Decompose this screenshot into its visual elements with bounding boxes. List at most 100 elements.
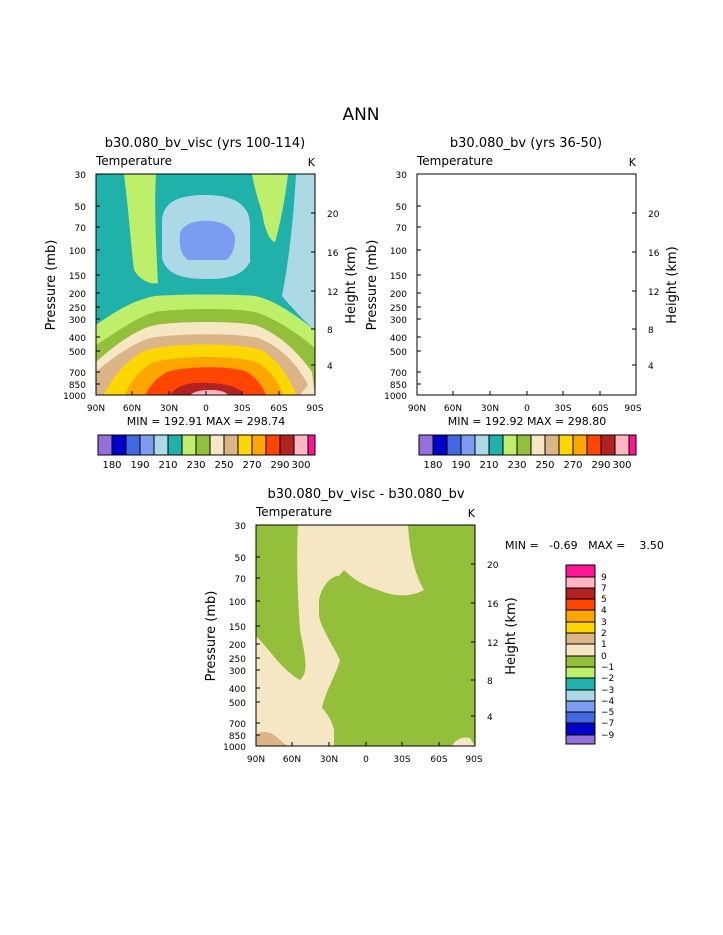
panel-a-ytick-400: 400 bbox=[69, 334, 86, 344]
panel-c-cb-label-m1: −1 bbox=[601, 663, 614, 673]
panel-c-fill-1-patch bbox=[256, 731, 288, 746]
panel-b-swatch-250 bbox=[531, 435, 545, 455]
panel-c-fill-0-top bbox=[256, 525, 424, 746]
panel-a-ytick-300: 300 bbox=[69, 316, 86, 326]
panel-a-ytick-250: 250 bbox=[69, 304, 86, 314]
panel-c-ytick-150: 150 bbox=[229, 623, 246, 633]
panel-a-swatch-290 bbox=[266, 435, 280, 455]
panel-b-fill-220 bbox=[417, 174, 636, 395]
panel-a-swatch-210 bbox=[154, 435, 168, 455]
panel-a-colorbar: 180 190 210 230 250 270 290 300 bbox=[97, 434, 316, 471]
panel-c-ytick-1000: 1000 bbox=[223, 743, 246, 753]
panel-c-cb-label-m4: −4 bbox=[601, 697, 615, 707]
panel-c-ytick-100: 100 bbox=[229, 598, 246, 608]
panel-c-swatch-m9 bbox=[566, 735, 595, 744]
panel-b-fill-250-band bbox=[417, 322, 636, 395]
panel-c-fill-minus1-patch bbox=[319, 575, 342, 633]
panel-a-cb-label-180: 180 bbox=[102, 460, 121, 471]
panel-c-cb-label-3: 3 bbox=[601, 618, 607, 628]
panel-b-ytick-500: 500 bbox=[390, 348, 407, 358]
panel-c-swatch-m1 bbox=[566, 667, 595, 678]
panel-a-swatch-180 bbox=[98, 435, 112, 455]
panel-c-title: b30.080_bv_visc - b30.080_bv bbox=[267, 487, 464, 502]
panel-b-fill-230-left bbox=[445, 174, 479, 283]
panel-b-swatch-280 bbox=[573, 435, 587, 455]
panel-c-cb-label-m2: −2 bbox=[601, 674, 614, 684]
panel-b-swatch-190 bbox=[447, 435, 461, 455]
panel-b-ytick-1000: 1000 bbox=[384, 392, 407, 402]
panel-b-ytick-250: 250 bbox=[390, 304, 407, 314]
panel-a-fill-230-right bbox=[252, 174, 288, 242]
panel-b-fill-240-band bbox=[417, 309, 636, 395]
panel-a-cb-label-190: 190 bbox=[130, 460, 149, 471]
panel-b-fill-290-band bbox=[466, 367, 587, 395]
panel-b-fill-200-center bbox=[501, 221, 556, 260]
panel-a-swatch-310 bbox=[294, 435, 308, 455]
panel-b-xtick-0: 0 bbox=[524, 404, 530, 414]
panel-a-y2tick-8: 8 bbox=[327, 326, 333, 336]
panel-b-xtick-30S: 30S bbox=[554, 404, 571, 414]
panel-a-cb-label-250: 250 bbox=[214, 460, 233, 471]
panel-c-swatch-m4 bbox=[566, 701, 595, 712]
panel-b-swatch-290 bbox=[587, 435, 601, 455]
panel-a-title: b30.080_bv_visc (yrs 100-114) bbox=[105, 136, 305, 151]
panel-a-fill-310-band bbox=[190, 390, 228, 395]
panel-b-units: K bbox=[629, 156, 637, 169]
panel-c-ytick-700: 700 bbox=[229, 720, 246, 730]
panel-a-swatch-280 bbox=[252, 435, 266, 455]
panel-b-fill-210-center bbox=[483, 195, 571, 279]
panel-b-y2tick-20: 20 bbox=[648, 210, 660, 220]
panel-c-fill-0-patch bbox=[452, 737, 475, 746]
panel-c-y2tick-20: 20 bbox=[487, 561, 499, 571]
panel-a-stats: MIN = 192.91 MAX = 298.74 bbox=[127, 415, 285, 428]
panel-a-ytick-200: 200 bbox=[69, 290, 86, 300]
panel-a-y2-axis: 20 16 12 8 4 Height (km) bbox=[311, 210, 359, 372]
panel-a-swatch-185 bbox=[112, 435, 126, 455]
panel-b-ytick-50: 50 bbox=[396, 203, 408, 213]
panel-c-ytick-50: 50 bbox=[235, 554, 247, 564]
panel-a-swatch-200 bbox=[140, 435, 154, 455]
panel-c-swatch-9 bbox=[566, 577, 595, 588]
panel-c-swatch-m3 bbox=[566, 690, 595, 701]
panel-a-fill-210-right bbox=[282, 174, 315, 330]
panel-b-swatch-210 bbox=[475, 435, 489, 455]
panel-c-ytick-200: 200 bbox=[229, 641, 246, 651]
panel-a-ylabel: Pressure (mb) bbox=[44, 240, 59, 331]
panel-a-swatch-260 bbox=[224, 435, 238, 455]
panel-b-y2label: Height (km) bbox=[665, 246, 680, 323]
panel-c-swatch-2 bbox=[566, 633, 595, 644]
panel-b-swatch-240 bbox=[517, 435, 531, 455]
panel-b-xtick-90S: 90S bbox=[624, 404, 641, 414]
panel-b-subtitle: Temperature bbox=[416, 154, 493, 168]
panel-c-xtick-90S: 90S bbox=[465, 755, 482, 765]
panel-b-swatch-180 bbox=[419, 435, 433, 455]
panel-a-ytick-150: 150 bbox=[69, 272, 86, 282]
panel-a-y2tick-12: 12 bbox=[327, 288, 338, 298]
panel-c-swatch-gt9 bbox=[566, 565, 595, 577]
panel-c-y2tick-8: 8 bbox=[487, 677, 493, 687]
panel-b-xtick-90N: 90N bbox=[408, 404, 426, 414]
panel-b-ytick-30: 30 bbox=[396, 171, 408, 181]
panel-a-xtick-90N: 90N bbox=[87, 404, 105, 414]
panel-c-ytick-850: 850 bbox=[229, 732, 246, 742]
panel-c-y2tick-12: 12 bbox=[487, 639, 498, 649]
panel-a-xtick-90S: 90S bbox=[306, 404, 323, 414]
panel-b-swatch-320 bbox=[629, 435, 636, 455]
panel-c-cb-label-5: 5 bbox=[601, 595, 607, 605]
panel-c-cb-label-m7: −7 bbox=[601, 719, 614, 729]
panel-a-cb-label-300: 300 bbox=[291, 460, 310, 471]
panel-a-swatch-320 bbox=[308, 435, 315, 455]
panel-a: b30.080_bv_visc (yrs 100-114) Temperatur… bbox=[44, 136, 359, 471]
panel-a-fill-300-band bbox=[170, 382, 243, 395]
panel-a-swatch-240 bbox=[196, 435, 210, 455]
panel-c-y2label: Height (km) bbox=[504, 597, 519, 674]
panel-b-swatch-220 bbox=[489, 435, 503, 455]
panel-b-fill-280-band bbox=[446, 357, 604, 395]
panel-c-cb-label-m3: −3 bbox=[601, 686, 614, 696]
panel-c-y2-axis: 20 16 12 8 4 Height (km) bbox=[471, 561, 519, 723]
panel-b-ytick-70: 70 bbox=[396, 224, 408, 234]
panel-c-ytick-400: 400 bbox=[229, 685, 246, 695]
panel-b-swatch-310 bbox=[615, 435, 629, 455]
panel-b-cb-label-230: 230 bbox=[507, 460, 526, 471]
panel-b-cb-label-180: 180 bbox=[423, 460, 442, 471]
